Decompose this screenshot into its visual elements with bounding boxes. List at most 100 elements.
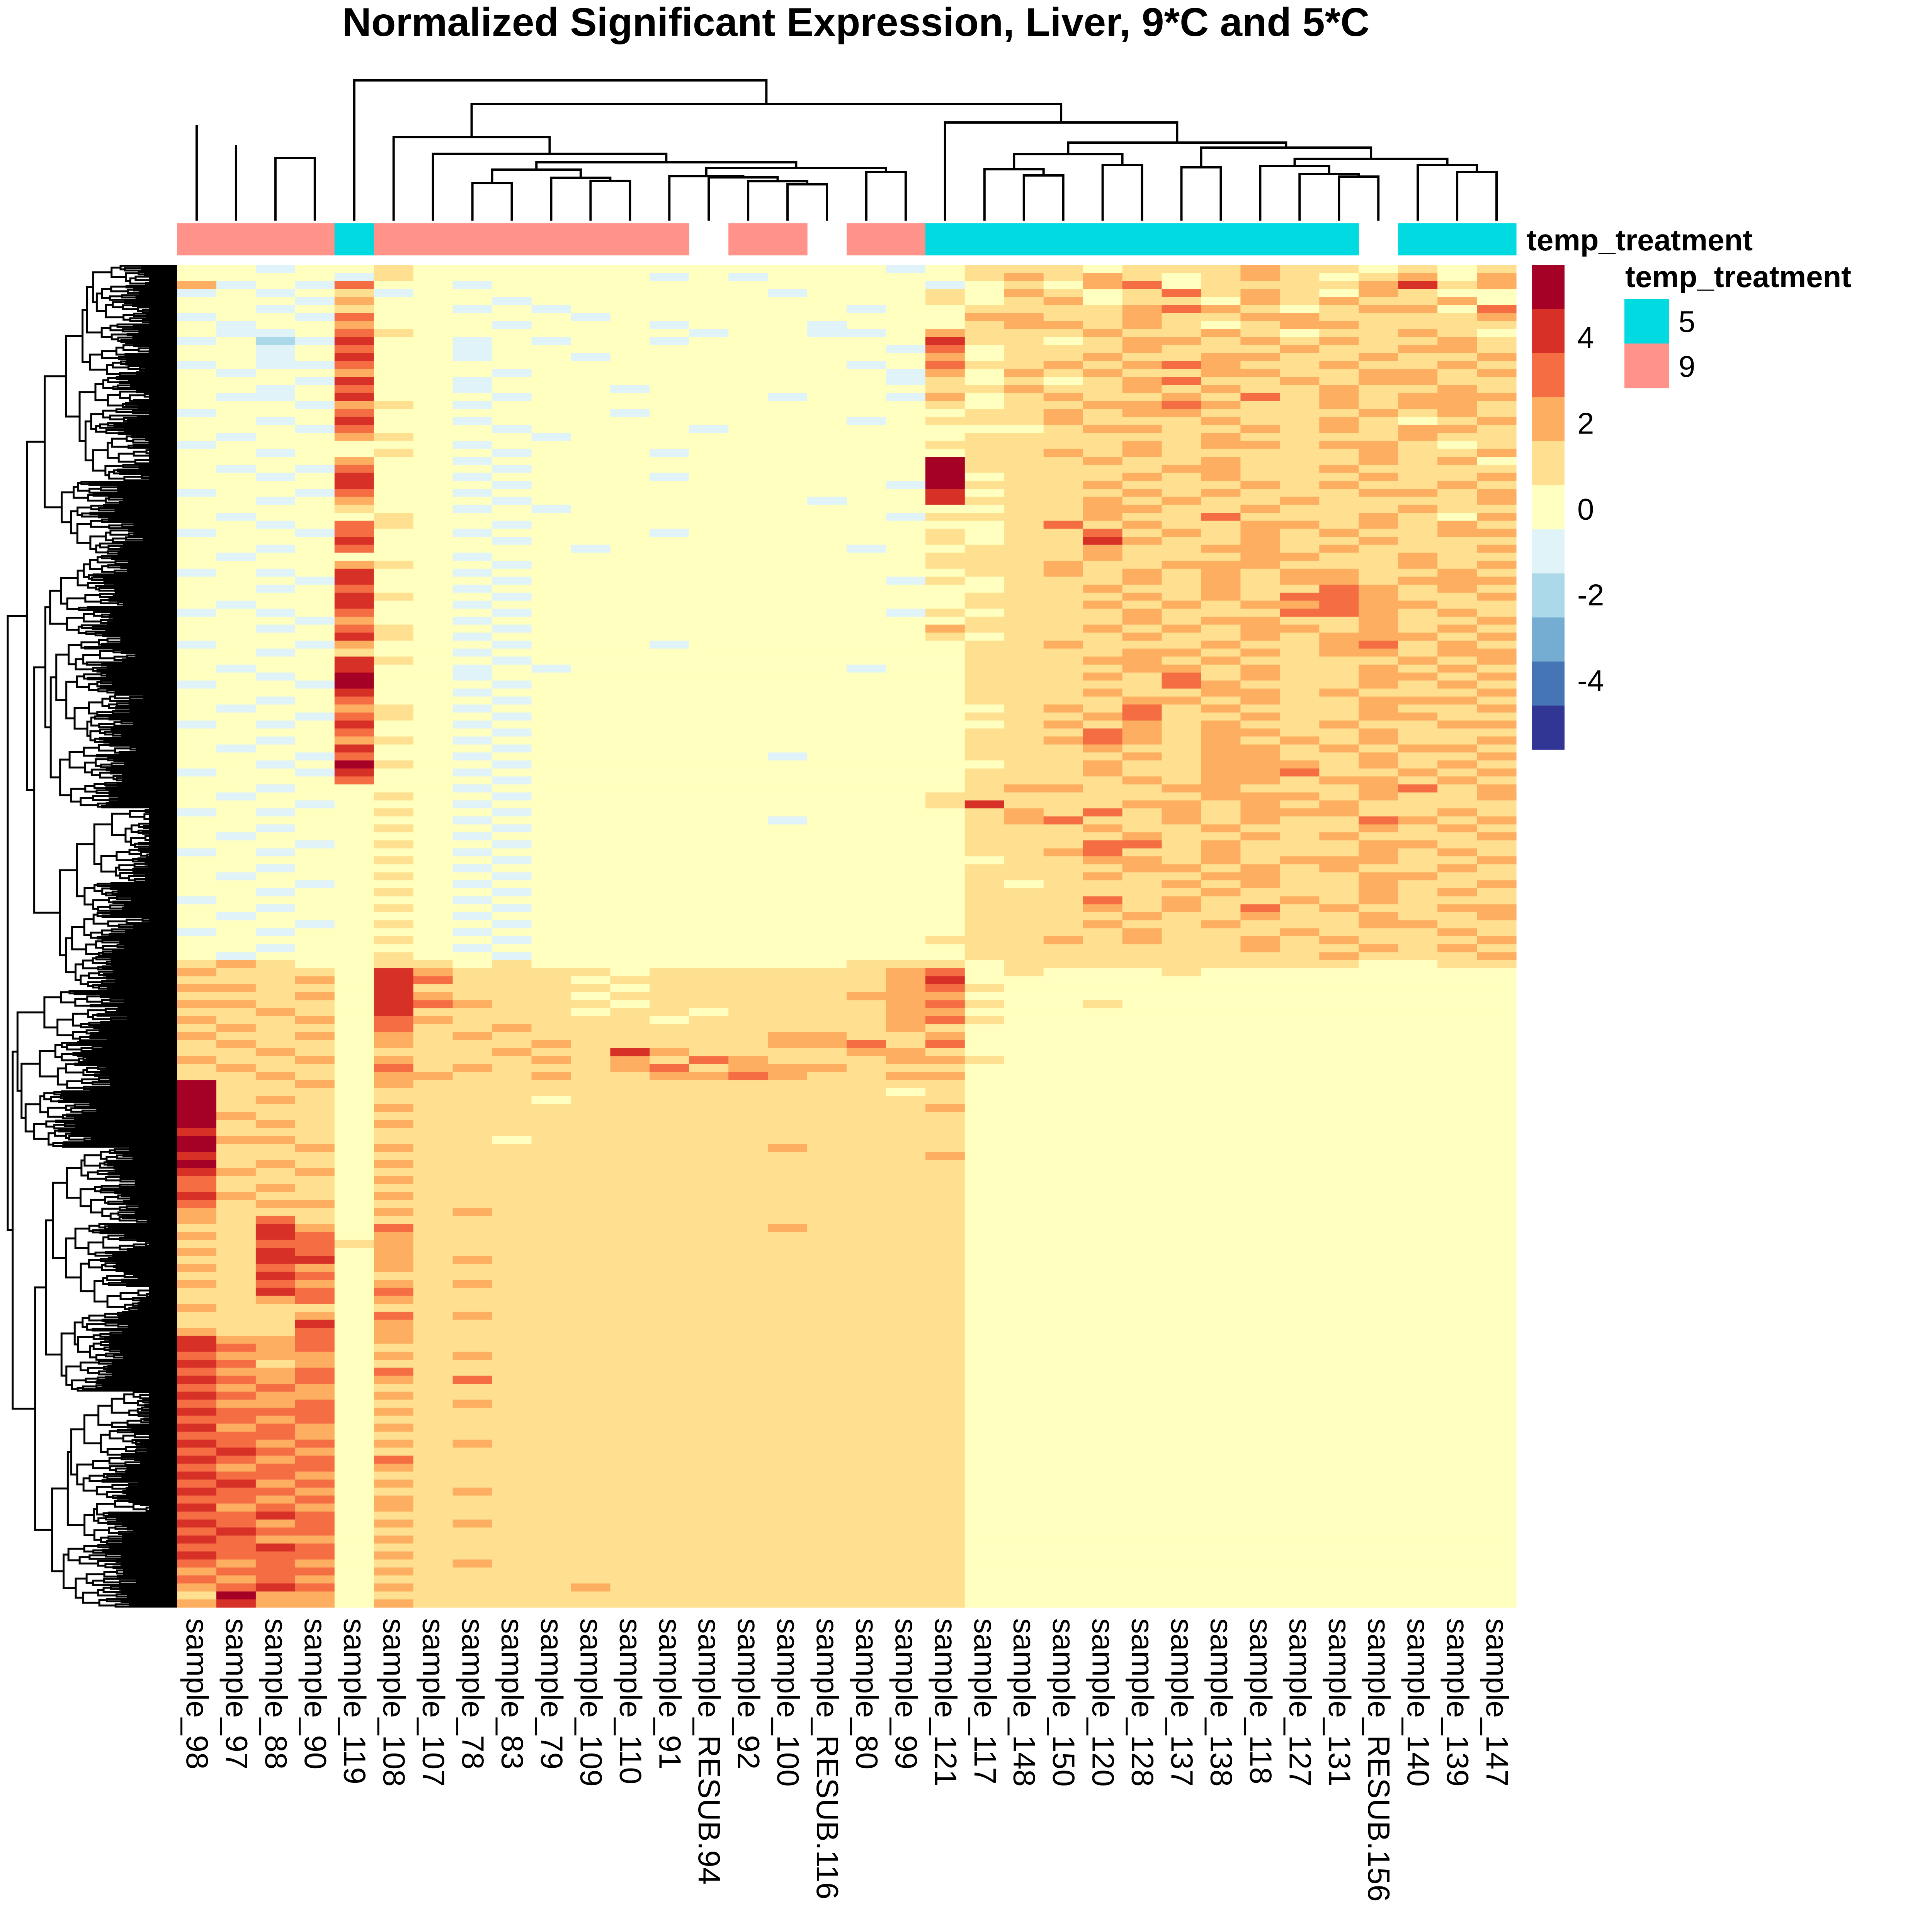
heatmap-cell: [610, 888, 650, 897]
heatmap-cell: [1437, 377, 1477, 385]
heatmap-cell: [492, 624, 532, 633]
row-dendrogram-branch: [80, 1047, 177, 1052]
heatmap-cell: [216, 1208, 256, 1216]
heatmap-cell: [964, 265, 1005, 274]
heatmap-cell: [1122, 385, 1162, 393]
heatmap-cell: [886, 624, 926, 633]
heatmap-cell: [413, 1000, 453, 1009]
heatmap-cell: [571, 952, 611, 961]
heatmap-cell: [1437, 592, 1477, 601]
heatmap-cell: [886, 265, 926, 274]
heatmap-cell: [1162, 1048, 1202, 1056]
heatmap-cell: [1162, 297, 1202, 305]
heatmap-cell: [689, 624, 729, 633]
heatmap-cell: [216, 1120, 256, 1128]
heatmap-cell: [807, 1056, 847, 1065]
row-dendrogram-branch: [62, 1144, 177, 1148]
heatmap-cell: [1083, 1040, 1123, 1049]
heatmap-cell: [964, 936, 1005, 945]
heatmap-cell: [1398, 1016, 1438, 1025]
heatmap-cell: [374, 648, 414, 657]
heatmap-cell: [1004, 1064, 1044, 1073]
heatmap-cell: [1043, 1056, 1083, 1065]
heatmap-cell: [1043, 393, 1083, 401]
row-dendrogram-branch: [107, 666, 177, 670]
row-dendrogram-branch: [48, 1132, 55, 1146]
heatmap-cell: [1083, 1088, 1123, 1097]
heatmap-cell: [1398, 784, 1438, 793]
heatmap-cell: [1280, 736, 1320, 745]
heatmap-cell: [452, 1184, 493, 1192]
heatmap-cell: [1319, 1152, 1359, 1160]
heatmap-cell: [255, 864, 296, 873]
row-dendrogram-branch: [83, 747, 99, 757]
row-dendrogram-branch: [88, 574, 94, 580]
heatmap-cell: [452, 664, 493, 673]
heatmap-cell: [177, 640, 217, 649]
heatmap-cell: [650, 633, 689, 641]
row-dendrogram-branch: [98, 515, 177, 519]
heatmap-cell: [1359, 409, 1398, 417]
heatmap-cell: [334, 600, 374, 609]
row-dendrogram-branch: [111, 1398, 129, 1414]
heatmap-cell: [1004, 648, 1044, 657]
heatmap-cell: [295, 537, 335, 545]
heatmap-cell: [413, 1136, 453, 1145]
heatmap-cell: [1398, 1208, 1438, 1216]
heatmap-cell: [413, 904, 453, 913]
heatmap-cell: [1162, 744, 1202, 753]
heatmap-cell: [255, 856, 296, 865]
heatmap-cell: [1359, 377, 1398, 385]
heatmap-cell: [413, 640, 453, 649]
heatmap-cell: [1280, 808, 1320, 817]
heatmap-cell: [1201, 1096, 1241, 1104]
heatmap-cell: [1437, 473, 1477, 481]
heatmap-cell: [334, 1024, 374, 1032]
row-dendrogram-branch: [99, 728, 112, 734]
heatmap-cell: [1162, 880, 1202, 889]
heatmap-cell: [1398, 561, 1438, 569]
heatmap-cell: [1359, 1160, 1398, 1168]
heatmap-cell: [1437, 393, 1477, 401]
heatmap-cell: [571, 904, 611, 913]
row-dendrogram-branch: [12, 1050, 35, 1410]
heatmap-cell: [1398, 1056, 1438, 1065]
heatmap-cell: [295, 393, 335, 401]
heatmap-cell: [1004, 880, 1044, 889]
heatmap-cell: [1437, 1088, 1477, 1097]
heatmap-cell: [1201, 808, 1241, 817]
heatmap-cell: [964, 361, 1005, 369]
heatmap-cell: [413, 289, 453, 298]
heatmap-cell: [964, 912, 1005, 921]
heatmap-cell: [964, 1024, 1005, 1032]
heatmap-cell: [1240, 696, 1280, 705]
heatmap-cell: [177, 321, 217, 330]
heatmap-cell: [1201, 457, 1241, 465]
heatmap-cell: [1043, 672, 1083, 681]
heatmap-cell: [177, 912, 217, 921]
heatmap-cell: [295, 609, 335, 617]
heatmap-cell: [650, 433, 689, 441]
heatmap-cell: [295, 1128, 335, 1136]
row-dendrogram-branch: [100, 1185, 177, 1190]
heatmap-cell: [452, 696, 493, 705]
heatmap-cell: [1162, 417, 1202, 425]
heatmap-cell: [689, 1048, 729, 1056]
heatmap-cell: [610, 952, 650, 961]
heatmap-cell: [295, 960, 335, 969]
heatmap-cell: [334, 888, 374, 897]
heatmap-cell: [295, 1104, 335, 1112]
heatmap-cell: [768, 864, 808, 873]
heatmap-cell: [689, 760, 729, 769]
row-dendrogram-branch: [107, 550, 177, 555]
heatmap-cell: [492, 273, 532, 281]
row-dendrogram-branch: [78, 391, 95, 442]
heatmap-cell: [1201, 433, 1241, 441]
heatmap-cell: [964, 273, 1005, 281]
heatmap-cell: [295, 688, 335, 697]
heatmap-cell: [216, 1216, 256, 1225]
heatmap-cell: [1162, 337, 1202, 345]
heatmap-cell: [492, 337, 532, 345]
heatmap-cell: [1437, 792, 1477, 801]
heatmap-cell: [650, 449, 689, 457]
